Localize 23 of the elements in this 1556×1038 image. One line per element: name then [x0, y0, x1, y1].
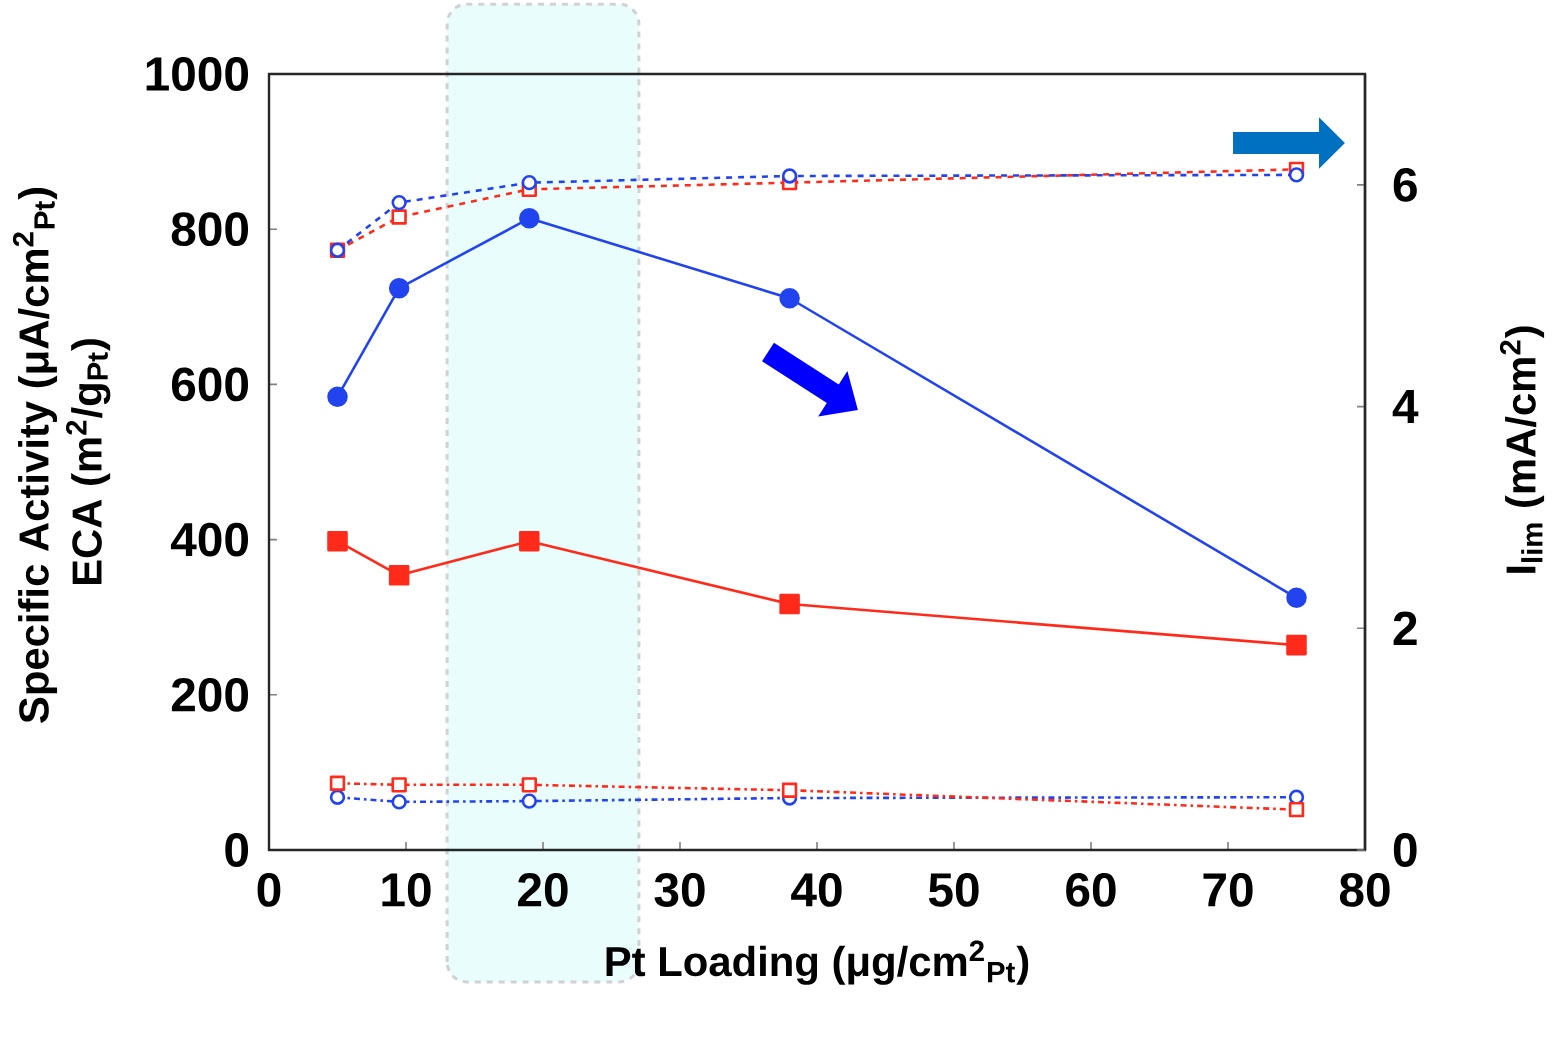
y-tick-label: 200	[171, 677, 249, 712]
y2-tick-label: 6	[1393, 167, 1417, 202]
x-axis-title: Pt Loading (μg/cm$^{2}$$_{Pt}$)	[606, 940, 1029, 985]
y-tick-label: 1000	[146, 57, 249, 91]
x-tick-label: 20	[518, 872, 568, 907]
y-axis-title: Specific Activity (μA/cm$^{2}$$_{Pt}$)	[12, 187, 58, 723]
y-tick-label: 0	[225, 833, 249, 867]
y2-tick-label: 4	[1392, 390, 1419, 424]
y2-tick-label: 0	[1393, 833, 1417, 867]
x-tick-label: 80	[1339, 872, 1390, 907]
y2-axis-title: I$_{lim}$ (mA/cm$^{2}$)	[1499, 326, 1545, 573]
x-tick-label: 50	[928, 872, 979, 907]
y-tick-label: 600	[171, 367, 249, 402]
x-tick-label: 10	[382, 872, 431, 907]
x-tick-label: 30	[654, 872, 705, 907]
y-tick-label: 400	[170, 522, 249, 557]
x-tick-label: 0	[257, 872, 281, 907]
y-tick-label: 800	[171, 212, 249, 247]
x-tick-label: 40	[791, 872, 842, 907]
x-tick-label: 60	[1066, 872, 1116, 907]
x-tick-label: 70	[1203, 872, 1253, 907]
y2-tick-label: 2	[1393, 611, 1417, 645]
text: ECA (m$^{2}$/g$_{Pt}$)	[66, 339, 111, 585]
